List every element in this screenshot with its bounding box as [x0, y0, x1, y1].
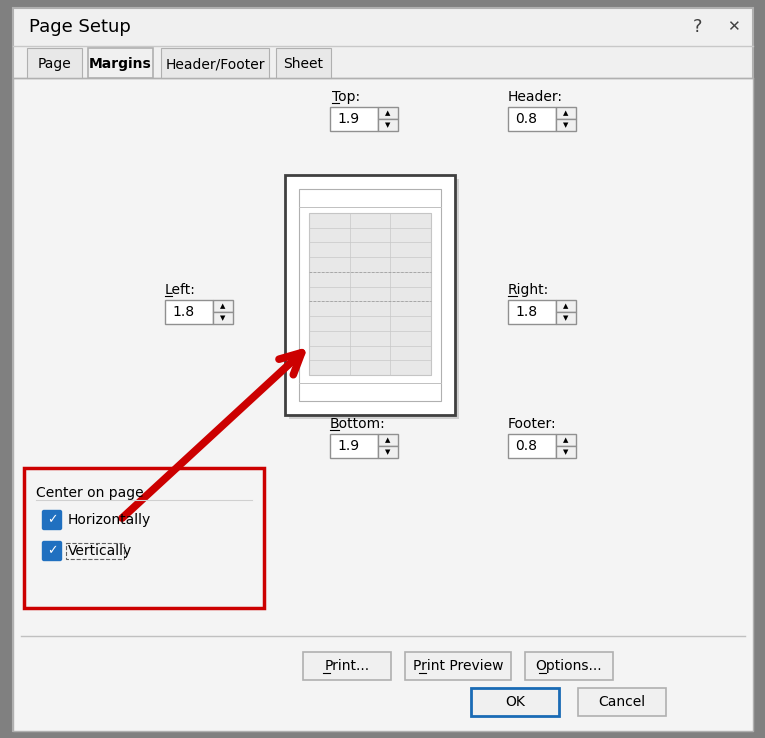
Text: 1.9: 1.9 — [337, 112, 359, 126]
Text: Page: Page — [37, 57, 71, 71]
FancyBboxPatch shape — [378, 107, 398, 119]
Text: Header/Footer: Header/Footer — [165, 57, 265, 71]
Text: 0.8: 0.8 — [515, 439, 537, 453]
Text: ▼: ▼ — [563, 122, 568, 128]
Text: 1.9: 1.9 — [337, 439, 359, 453]
Text: ▲: ▲ — [386, 110, 391, 116]
Text: ?: ? — [693, 18, 703, 36]
Text: ▼: ▼ — [386, 449, 391, 455]
FancyBboxPatch shape — [508, 300, 556, 324]
FancyBboxPatch shape — [88, 48, 153, 78]
Text: Sheet: Sheet — [284, 57, 324, 71]
FancyBboxPatch shape — [578, 688, 666, 716]
Text: Page Setup: Page Setup — [29, 18, 131, 36]
FancyBboxPatch shape — [378, 119, 398, 131]
Text: Right:: Right: — [508, 283, 549, 297]
FancyBboxPatch shape — [556, 434, 576, 446]
FancyBboxPatch shape — [556, 312, 576, 324]
Text: Left:: Left: — [165, 283, 196, 297]
FancyBboxPatch shape — [213, 312, 233, 324]
Text: ✓: ✓ — [47, 545, 57, 557]
Text: Margins: Margins — [90, 57, 152, 71]
Text: OK: OK — [505, 695, 525, 709]
FancyBboxPatch shape — [556, 300, 576, 312]
FancyBboxPatch shape — [471, 688, 559, 716]
Text: ▲: ▲ — [563, 437, 568, 443]
Text: ▼: ▼ — [563, 315, 568, 321]
FancyBboxPatch shape — [213, 300, 233, 312]
Text: 1.8: 1.8 — [172, 305, 194, 319]
FancyBboxPatch shape — [508, 434, 556, 458]
FancyBboxPatch shape — [508, 107, 556, 131]
FancyBboxPatch shape — [525, 652, 613, 680]
FancyBboxPatch shape — [405, 652, 511, 680]
Text: Horizontally: Horizontally — [68, 513, 151, 527]
Text: Cancel: Cancel — [598, 695, 646, 709]
Text: 1.8: 1.8 — [515, 305, 537, 319]
Text: ▲: ▲ — [563, 110, 568, 116]
FancyBboxPatch shape — [330, 434, 378, 458]
Text: ▼: ▼ — [220, 315, 226, 321]
Text: Vertically: Vertically — [68, 544, 132, 558]
Text: Options...: Options... — [536, 659, 602, 673]
FancyBboxPatch shape — [27, 48, 82, 78]
Text: 0.8: 0.8 — [515, 112, 537, 126]
FancyBboxPatch shape — [43, 511, 61, 529]
FancyBboxPatch shape — [556, 107, 576, 119]
FancyBboxPatch shape — [556, 119, 576, 131]
FancyBboxPatch shape — [330, 107, 378, 131]
FancyBboxPatch shape — [276, 48, 331, 78]
Text: ✓: ✓ — [47, 514, 57, 526]
FancyBboxPatch shape — [289, 179, 459, 419]
Text: Top:: Top: — [332, 90, 360, 104]
FancyBboxPatch shape — [303, 652, 391, 680]
FancyBboxPatch shape — [161, 48, 269, 78]
Text: Header:: Header: — [508, 90, 563, 104]
Text: ▼: ▼ — [563, 449, 568, 455]
FancyBboxPatch shape — [285, 175, 455, 415]
Text: ▲: ▲ — [563, 303, 568, 309]
Text: Bottom:: Bottom: — [330, 417, 386, 431]
Text: Center on page: Center on page — [36, 486, 144, 500]
FancyBboxPatch shape — [165, 300, 213, 324]
FancyBboxPatch shape — [299, 189, 441, 401]
Text: ▲: ▲ — [386, 437, 391, 443]
FancyBboxPatch shape — [13, 8, 753, 731]
Text: Print...: Print... — [324, 659, 369, 673]
Text: Print Preview: Print Preview — [413, 659, 503, 673]
FancyBboxPatch shape — [13, 78, 753, 731]
Text: ▼: ▼ — [386, 122, 391, 128]
FancyBboxPatch shape — [556, 446, 576, 458]
Text: Footer:: Footer: — [508, 417, 557, 431]
FancyBboxPatch shape — [378, 446, 398, 458]
Text: ▲: ▲ — [220, 303, 226, 309]
FancyBboxPatch shape — [309, 213, 431, 375]
FancyBboxPatch shape — [43, 542, 61, 560]
Text: ✕: ✕ — [727, 19, 740, 35]
FancyBboxPatch shape — [378, 434, 398, 446]
